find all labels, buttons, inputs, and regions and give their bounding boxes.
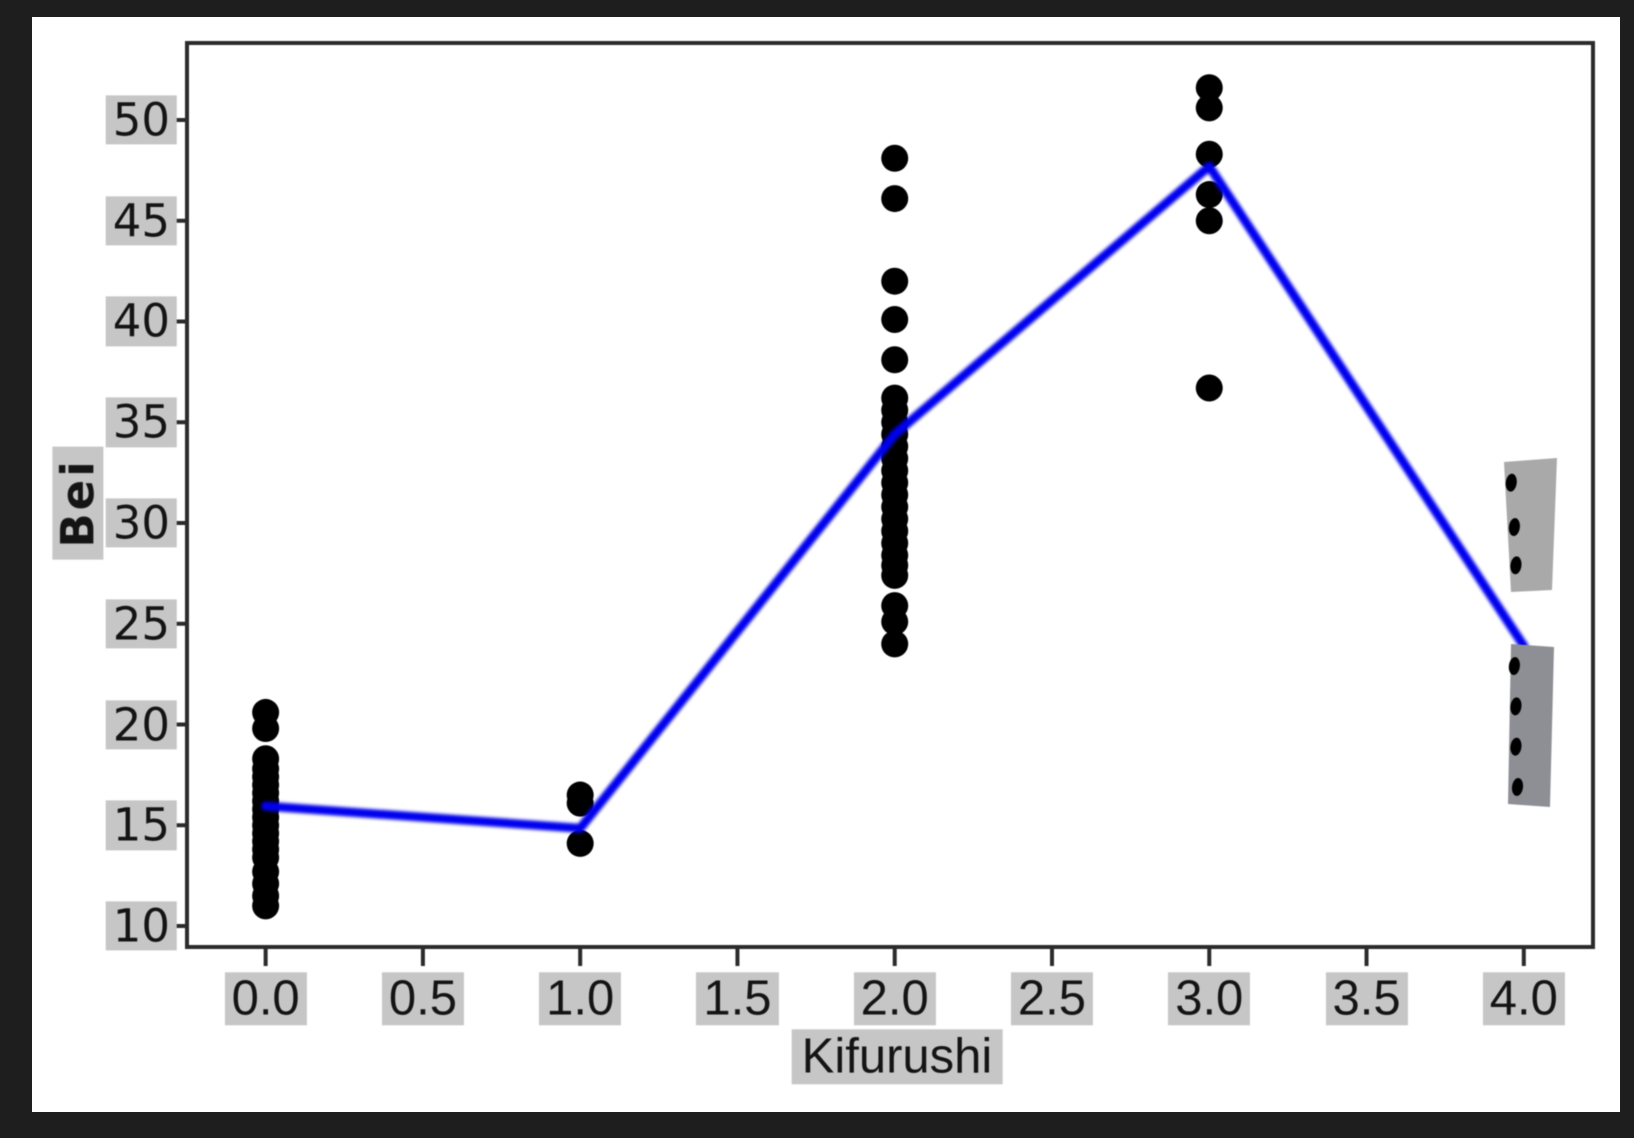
scatter-point (252, 892, 280, 920)
masked-scatter-point (1510, 697, 1522, 716)
axis-frame (185, 41, 1595, 949)
masked-scatter-point (1510, 556, 1522, 575)
scatter-point (1195, 94, 1223, 122)
scatter-point (252, 715, 280, 743)
x-tick-label: 3.0 (1168, 972, 1251, 1026)
y-tick-label: 30 (105, 498, 177, 548)
y-tick-label: 50 (105, 95, 177, 145)
scatter-point (881, 346, 909, 374)
scatter-point (1195, 74, 1223, 102)
y-tick-label: 15 (105, 800, 177, 850)
scatter-point (881, 305, 909, 333)
scatter-point (566, 789, 594, 817)
y-tick-label: 20 (105, 699, 177, 750)
y-axis-title: Bei (51, 446, 104, 560)
scatter-point (881, 144, 909, 172)
scatter-point (566, 829, 594, 857)
y-tick-label: 25 (105, 599, 177, 649)
x-tick-label: 4.0 (1482, 972, 1565, 1026)
scatter-point (1195, 181, 1223, 209)
x-tick-label: 0.0 (224, 972, 307, 1026)
x-tick-label: 1.0 (539, 972, 622, 1026)
x-tick-label: 3.5 (1325, 972, 1408, 1026)
masked-scatter-point (1508, 657, 1520, 676)
scatter-point (881, 185, 909, 213)
scatter-point (1195, 374, 1223, 402)
x-tick-label: 1.5 (696, 972, 779, 1026)
x-axis-title: Kifurushi (791, 1029, 1003, 1085)
masked-scatter-point (1505, 473, 1517, 492)
x-tick-label: 2.0 (853, 972, 936, 1026)
masked-scatter-point (1508, 518, 1520, 536)
y-tick-label: 45 (105, 196, 177, 246)
mask-rect-lower (1508, 644, 1554, 807)
scatter-point (1195, 140, 1223, 168)
masked-scatter-point (1511, 778, 1524, 796)
masked-scatter-point (1510, 737, 1522, 756)
x-tick-label: 2.5 (1010, 972, 1094, 1026)
x-tick-label: 0.5 (381, 972, 464, 1026)
figure-panel (32, 17, 1620, 1112)
scatter-point (881, 561, 909, 589)
scatter-point (1195, 207, 1223, 235)
trend-line (261, 161, 1529, 833)
y-tick-label: 40 (105, 296, 177, 347)
y-tick-label: 10 (105, 901, 177, 951)
scatter-point (881, 267, 909, 295)
scatter-point (881, 608, 909, 636)
y-tick-label: 35 (105, 397, 177, 447)
scatter-point (881, 630, 909, 658)
